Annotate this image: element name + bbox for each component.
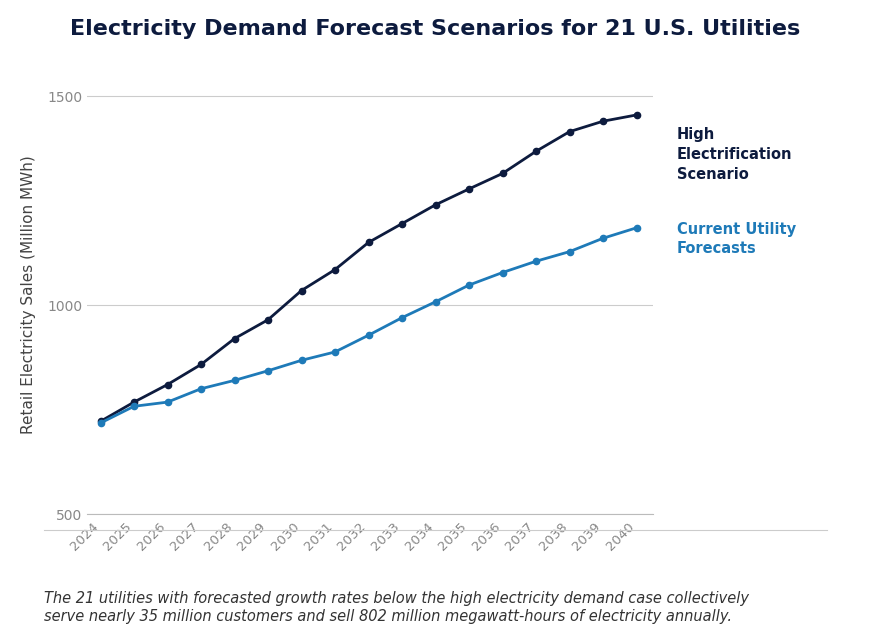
Text: Current Utility
Forecasts: Current Utility Forecasts	[677, 221, 796, 256]
Y-axis label: Retail Electricity Sales (Million MWh): Retail Electricity Sales (Million MWh)	[21, 155, 36, 434]
Text: High
Electrification
Scenario: High Electrification Scenario	[677, 127, 793, 182]
Text: The 21 utilities with forecasted growth rates below the high electricity demand : The 21 utilities with forecasted growth …	[44, 591, 748, 624]
Text: Electricity Demand Forecast Scenarios for 21 U.S. Utilities: Electricity Demand Forecast Scenarios fo…	[71, 19, 800, 39]
